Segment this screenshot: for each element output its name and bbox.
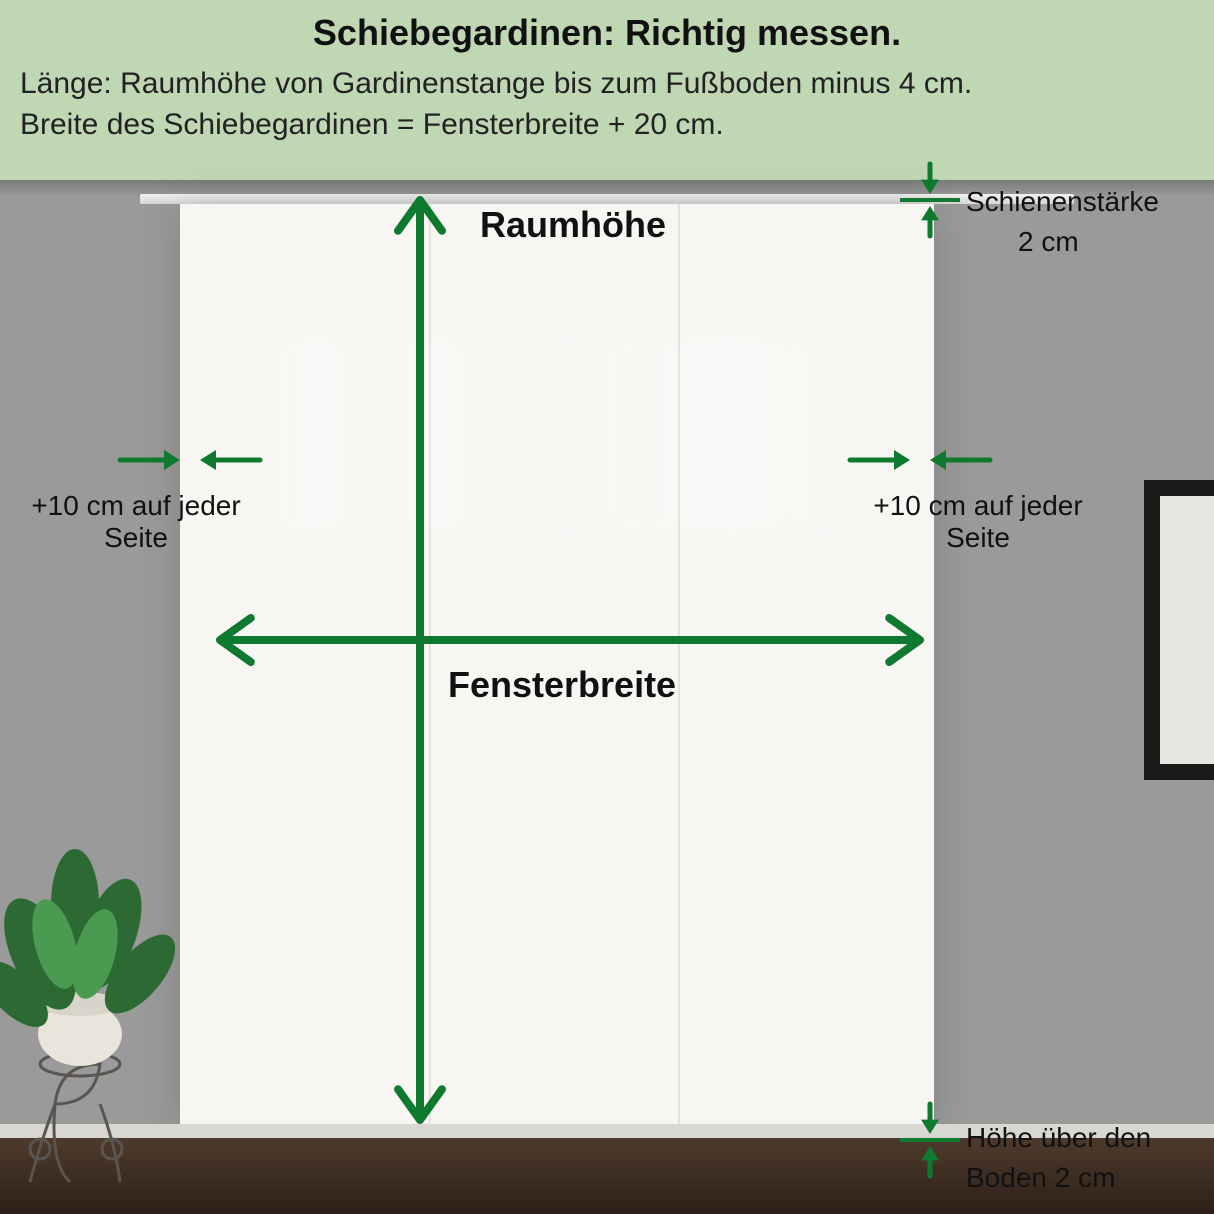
- label-floor-value: Boden 2 cm: [966, 1162, 1115, 1194]
- page-title: Schiebegardinen: Richtig messen.: [20, 12, 1194, 54]
- header-banner: Schiebegardinen: Richtig messen. Länge: …: [0, 0, 1214, 180]
- label-rail-value: 2 cm: [1018, 226, 1079, 258]
- panel-divider: [678, 204, 680, 1134]
- label-floor-gap: Höhe über den: [966, 1122, 1151, 1154]
- label-room-height: Raumhöhe: [480, 204, 666, 246]
- window-glow: [255, 334, 858, 534]
- panel-divider: [429, 204, 431, 1134]
- instruction-line-1: Länge: Raumhöhe von Gardinenstange bis z…: [20, 64, 1194, 105]
- curtain-rail: [140, 194, 1074, 204]
- label-side-left: +10 cm auf jeder Seite: [6, 490, 266, 554]
- picture-frame: [1144, 480, 1214, 780]
- instruction-line-2: Breite des Schiebegardinen = Fensterbrei…: [20, 105, 1194, 146]
- label-window-width: Fensterbreite: [448, 664, 676, 706]
- label-rail-thickness: Schienenstärke: [966, 186, 1159, 218]
- label-side-right: +10 cm auf jeder Seite: [848, 490, 1108, 554]
- potted-plant: [0, 804, 220, 1184]
